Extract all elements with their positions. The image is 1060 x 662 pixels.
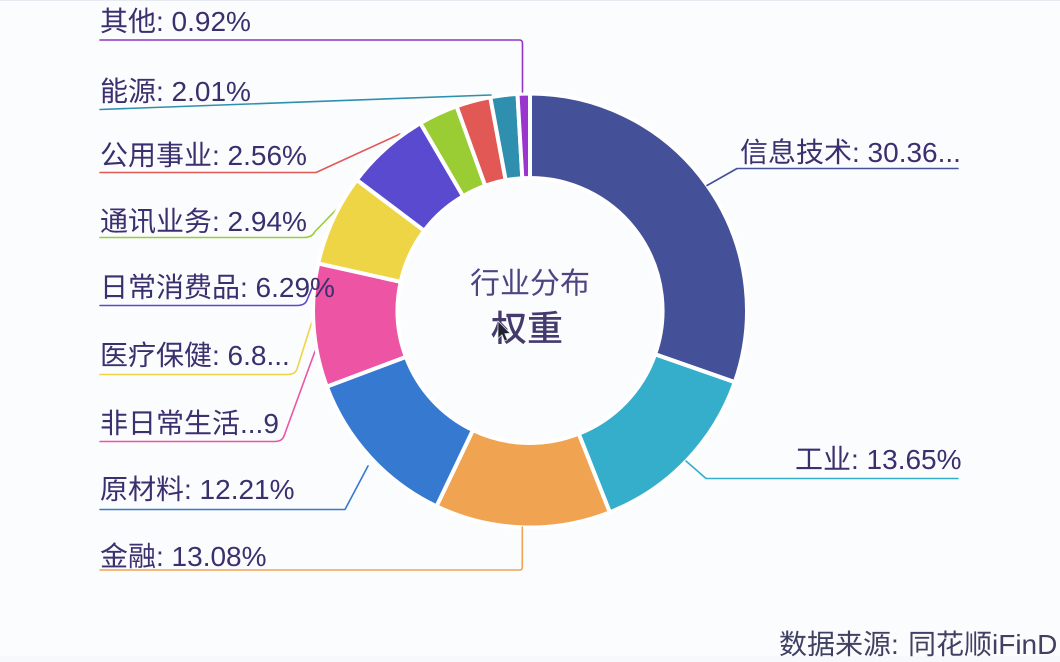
svg-text:: 2.01%: : 2.01% [156, 76, 251, 107]
svg-text:: 13.65%: : 13.65% [851, 444, 962, 475]
svg-text:iFinD: iFinD [992, 629, 1057, 660]
svg-text:: 2.56%: : 2.56% [212, 140, 307, 171]
svg-text:...9: ...9 [240, 408, 279, 439]
svg-text:: 12.21%: : 12.21% [184, 474, 295, 505]
svg-text:: 6.29%: : 6.29% [240, 272, 335, 303]
svg-text:: 0.92%: : 0.92% [156, 6, 251, 37]
svg-text:: 13.08%: : 13.08% [156, 541, 267, 572]
svg-text:: 6.8...: : 6.8... [212, 340, 290, 371]
svg-text:: 2.94%: : 2.94% [212, 206, 307, 237]
svg-text:: 30.36...: : 30.36... [852, 137, 961, 168]
svg-text::: : [891, 629, 899, 660]
